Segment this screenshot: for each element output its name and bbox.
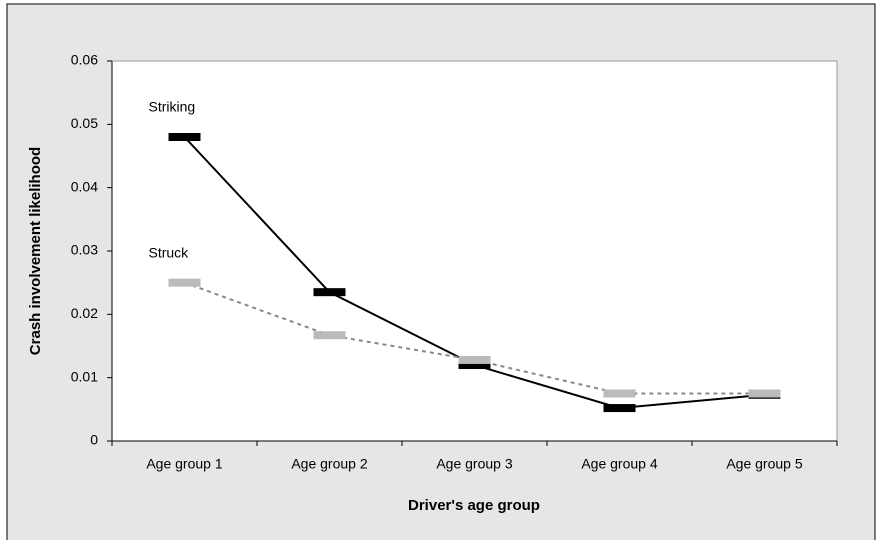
series-line [184, 281, 765, 395]
y-tick-label: 0.04 [71, 178, 98, 194]
x-tick-label: Age group 1 [146, 456, 222, 472]
y-tick-label: 0.06 [71, 52, 98, 68]
marker [603, 404, 636, 413]
marker [458, 361, 491, 369]
marker [458, 355, 491, 364]
x-tick-label: Age group 4 [581, 456, 657, 472]
marker [748, 389, 781, 398]
y-axis-title: Crash involvement likelihood [27, 147, 44, 355]
x-tick-label: Age group 3 [436, 456, 512, 472]
marker [313, 288, 346, 297]
y-tick-label: 0.03 [71, 242, 98, 258]
y-tick-label: 0.01 [71, 368, 98, 384]
series-label: Struck [149, 244, 190, 260]
y-tick-label: 0 [90, 432, 98, 448]
x-tick-label: Age group 2 [291, 456, 367, 472]
marker [603, 389, 636, 398]
marker [168, 133, 201, 141]
plot-area [111, 60, 838, 442]
x-tick-label: Age group 5 [726, 456, 802, 472]
series-label: Striking [149, 99, 196, 115]
x-axis-title: Driver's age group [408, 497, 540, 514]
y-tick-label: 0.05 [71, 115, 98, 131]
marker [313, 331, 346, 340]
y-tick-label: 0.02 [71, 305, 98, 321]
marker [168, 278, 201, 287]
